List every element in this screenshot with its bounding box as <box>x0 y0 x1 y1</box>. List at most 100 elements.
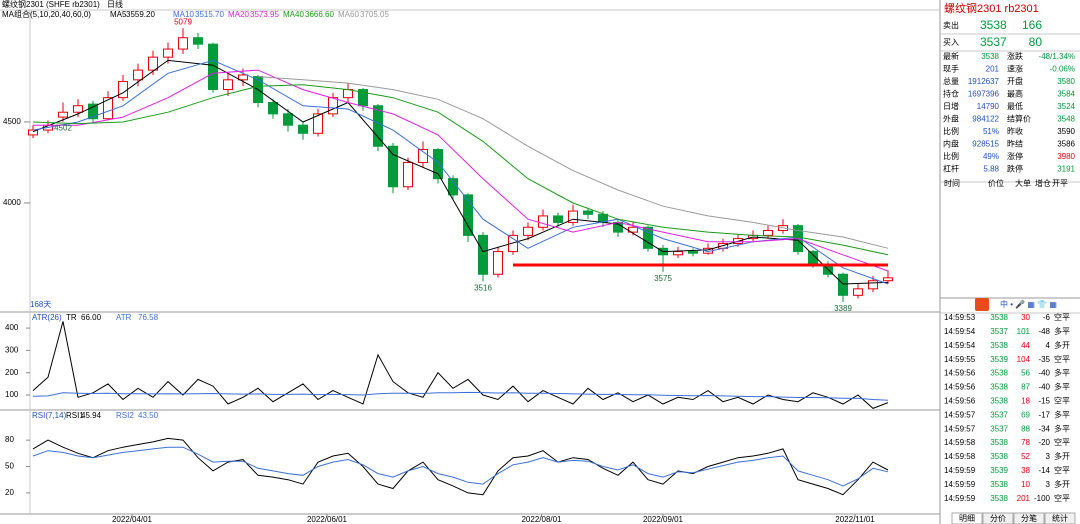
tick-time: 14:59:54 <box>944 341 976 350</box>
tab-label[interactable]: 分笔 <box>1021 513 1037 523</box>
legend-value: 43.50 <box>138 411 159 420</box>
tick-type: 多平 <box>1054 368 1070 378</box>
tick-change: -40 <box>1038 383 1050 392</box>
candle-body <box>163 48 173 58</box>
quote-label: 卖出 <box>943 20 959 30</box>
stat-value: 3191 <box>1057 165 1075 174</box>
tick-type: 多开 <box>1054 479 1070 489</box>
legend-name: ATR <box>116 313 132 322</box>
y-tick-label: 80 <box>5 435 14 444</box>
stat-value: 3980 <box>1057 152 1075 161</box>
stat-value: 14790 <box>977 102 1000 111</box>
tick-type: 多开 <box>1054 451 1070 461</box>
price-annotation: 5079 <box>174 17 192 26</box>
stat-label: 最新 <box>943 51 959 61</box>
indicator-line <box>32 321 889 409</box>
tab-label[interactable]: 明细 <box>959 513 975 523</box>
candle-body <box>628 226 638 233</box>
candle-body <box>583 210 593 215</box>
quote-volume: 166 <box>1022 18 1042 32</box>
stat-label: 跌停 <box>1007 164 1023 174</box>
tick-price: 3539 <box>990 466 1008 475</box>
tick-price: 3538 <box>990 397 1008 406</box>
stat-value: 984122 <box>972 115 999 124</box>
candle-body <box>418 148 428 163</box>
legend-name: MA20 <box>228 10 249 19</box>
footnote: 168天 <box>30 300 51 309</box>
candle-body <box>298 124 308 134</box>
tick-header: 开平 <box>1052 179 1068 188</box>
tick-time: 14:59:57 <box>944 410 976 419</box>
candle-body <box>688 251 698 254</box>
candle-body <box>868 280 878 290</box>
candle-body <box>538 215 548 228</box>
tab-label[interactable]: 统计 <box>1052 513 1068 523</box>
stat-value: -0.06% <box>1050 65 1075 74</box>
stat-value: 1912637 <box>968 77 1000 86</box>
legend-value: 3705.05 <box>360 10 389 19</box>
tick-type: 空平 <box>1054 437 1070 447</box>
tick-type: 空平 <box>1054 312 1070 322</box>
tab[interactable] <box>951 512 983 524</box>
stat-value: 3538 <box>981 52 999 61</box>
tick-header: 增仓 <box>1035 178 1051 188</box>
tick-change: -14 <box>1038 466 1050 475</box>
candle-body <box>358 89 368 107</box>
x-tick-label: 2022/11/01 <box>835 515 875 524</box>
y-tick-label: 50 <box>5 462 14 471</box>
tick-volume: 52 <box>1021 452 1030 461</box>
candle-body <box>643 226 653 249</box>
tick-time: 14:59:59 <box>944 480 976 489</box>
y-tick-label: 100 <box>5 390 19 399</box>
legend-value: 66.00 <box>81 313 102 322</box>
period-select[interactable]: 日线 <box>107 0 123 9</box>
candle-body <box>763 230 773 236</box>
tick-price: 3538 <box>990 494 1008 503</box>
stat-value: 3524 <box>1057 102 1075 111</box>
tick-change: -34 <box>1038 424 1050 433</box>
tick-change: -15 <box>1038 397 1050 406</box>
tick-type: 多平 <box>1054 423 1070 433</box>
tick-change: 4 <box>1046 341 1051 350</box>
candle-body <box>883 277 893 282</box>
tick-time: 14:59:58 <box>944 452 976 461</box>
legend-value: 3559.20 <box>126 10 155 19</box>
tick-volume: 44 <box>1021 341 1030 350</box>
legend-name: MA40 <box>283 10 304 19</box>
tick-price: 3538 <box>990 313 1008 322</box>
tick-type: 空平 <box>1054 354 1070 364</box>
stat-value: 51% <box>983 127 999 136</box>
instrument: 螺纹钢2301 (SHFE rb2301) <box>2 0 100 9</box>
price-annotation: 3516 <box>474 283 492 292</box>
tick-type: 空平 <box>1054 396 1070 406</box>
y-tick-label: 4000 <box>3 198 21 207</box>
tool-icons[interactable]: 中 • 🎤 ▦ 👕 ▦ <box>1000 299 1057 309</box>
candle-body <box>433 148 443 180</box>
stat-value: 3584 <box>1057 90 1075 99</box>
candle-body <box>208 43 218 91</box>
tab-label[interactable]: 分价 <box>990 514 1006 523</box>
tick-time: 14:59:59 <box>944 466 976 475</box>
quote-volume: 80 <box>1029 35 1043 49</box>
tick-volume: 56 <box>1021 369 1030 378</box>
candle-body <box>523 226 533 236</box>
legend-name: MA10 <box>173 10 194 19</box>
tick-volume: 18 <box>1021 397 1030 406</box>
tick-price: 3538 <box>990 480 1008 489</box>
legend-value: 3573.95 <box>250 10 279 19</box>
stat-label: 比例 <box>943 151 959 161</box>
stat-value: 49% <box>983 152 999 161</box>
candle-body <box>328 97 338 115</box>
tick-change: -17 <box>1038 410 1050 419</box>
y-tick-label: 4500 <box>3 117 21 126</box>
stat-label: 比例 <box>943 126 959 136</box>
tick-volume: 78 <box>1021 438 1030 447</box>
logo-icon[interactable] <box>975 298 989 311</box>
tab[interactable] <box>1013 512 1045 524</box>
legend-value: 76.58 <box>138 313 159 322</box>
ma-line <box>32 59 889 285</box>
tab[interactable] <box>982 512 1014 524</box>
tab[interactable] <box>1044 512 1076 524</box>
candle-body <box>268 102 278 115</box>
